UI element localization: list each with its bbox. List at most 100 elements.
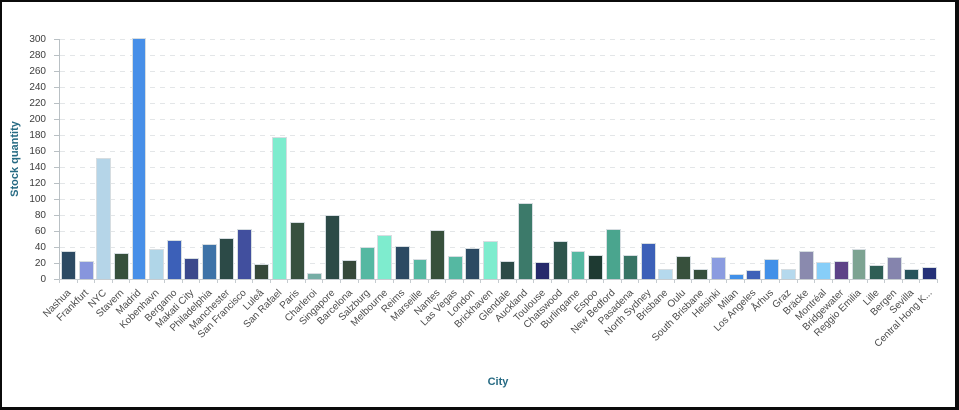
bar[interactable]: [272, 136, 287, 279]
x-axis-tick: [656, 279, 658, 283]
x-axis-tick: [814, 279, 816, 283]
x-axis-tick: [427, 279, 429, 283]
y-axis-tick: [54, 183, 59, 184]
bar[interactable]: [482, 240, 498, 279]
bar[interactable]: [359, 247, 375, 279]
x-axis-tick: [129, 279, 131, 283]
x-axis-tick: [357, 279, 359, 283]
bar[interactable]: [307, 272, 323, 279]
bar[interactable]: [430, 230, 445, 279]
bar[interactable]: [394, 246, 410, 279]
bar[interactable]: [412, 259, 428, 279]
bar[interactable]: [342, 259, 358, 279]
y-axis-tick: [54, 87, 59, 88]
x-axis-tick: [533, 279, 535, 283]
bar[interactable]: [781, 268, 797, 279]
plot-area: [59, 38, 938, 280]
gridline: [60, 214, 938, 216]
x-axis-tick: [515, 279, 517, 283]
y-axis-tick: [54, 55, 59, 56]
bar[interactable]: [113, 252, 129, 279]
bar[interactable]: [675, 255, 691, 279]
bar[interactable]: [711, 256, 726, 279]
gridline: [60, 246, 938, 248]
x-axis-tick: [796, 279, 798, 283]
x-axis-tick: [708, 279, 710, 283]
x-axis-tick: [691, 279, 693, 283]
bar[interactable]: [517, 203, 533, 279]
bar[interactable]: [149, 249, 165, 279]
x-axis-tick: [199, 279, 201, 283]
y-axis-tick: [54, 135, 59, 136]
bar[interactable]: [921, 267, 937, 279]
bar[interactable]: [447, 255, 463, 279]
y-tick-label: 100: [29, 194, 46, 205]
x-axis-tick: [94, 279, 96, 283]
bar[interactable]: [535, 262, 551, 279]
y-tick-label: 120: [29, 178, 46, 189]
x-axis-tick: [585, 279, 587, 283]
bar[interactable]: [465, 247, 481, 279]
bar[interactable]: [833, 260, 849, 279]
x-axis-tick: [603, 279, 605, 283]
bar[interactable]: [201, 243, 217, 279]
gridline: [60, 38, 938, 40]
gridline: [60, 102, 938, 104]
x-axis-tick: [866, 279, 868, 283]
bar[interactable]: [640, 243, 656, 279]
bar[interactable]: [96, 158, 112, 279]
bar[interactable]: [552, 241, 568, 279]
bar[interactable]: [658, 268, 674, 279]
y-axis-tick: [54, 167, 59, 168]
x-axis-tick: [304, 279, 306, 283]
y-tick-label: 0: [40, 274, 46, 285]
x-axis-tick: [322, 279, 324, 283]
x-axis-tick: [884, 279, 886, 283]
bar[interactable]: [623, 255, 639, 279]
bar[interactable]: [324, 215, 340, 279]
y-axis-tick: [54, 151, 59, 152]
bar[interactable]: [886, 257, 902, 279]
bar[interactable]: [289, 222, 305, 279]
bar[interactable]: [904, 268, 920, 279]
x-axis-tick: [410, 279, 412, 283]
bar[interactable]: [78, 260, 94, 279]
bar[interactable]: [184, 258, 200, 279]
bar[interactable]: [131, 38, 147, 279]
bar[interactable]: [236, 228, 252, 279]
bar[interactable]: [500, 260, 516, 279]
bar[interactable]: [254, 263, 270, 279]
x-axis-tick: [164, 279, 166, 283]
bar[interactable]: [219, 238, 235, 279]
x-axis-tick: [726, 279, 728, 283]
gridline: [60, 118, 938, 120]
bar[interactable]: [746, 270, 762, 279]
y-tick-label: 160: [29, 146, 46, 157]
bar[interactable]: [869, 264, 884, 279]
bar[interactable]: [61, 251, 77, 279]
bar[interactable]: [763, 259, 779, 279]
bar[interactable]: [570, 251, 586, 279]
y-tick-label: 280: [29, 50, 46, 61]
gridline: [60, 70, 938, 72]
bar[interactable]: [851, 249, 867, 279]
x-axis-tick: [937, 279, 938, 283]
gridline: [60, 166, 938, 168]
bar[interactable]: [816, 262, 832, 279]
bar[interactable]: [377, 235, 393, 279]
x-axis-tick: [568, 279, 570, 283]
y-tick-label: 220: [29, 98, 46, 109]
y-axis-tick: [54, 103, 59, 104]
bar[interactable]: [166, 239, 182, 279]
bar[interactable]: [798, 251, 814, 279]
bar[interactable]: [728, 274, 744, 279]
bar[interactable]: [693, 268, 709, 279]
x-axis-tick: [638, 279, 640, 283]
bar[interactable]: [588, 255, 604, 279]
y-tick-label: 260: [29, 66, 46, 77]
y-tick-label: 200: [29, 114, 46, 125]
y-tick-label: 180: [29, 130, 46, 141]
bar[interactable]: [605, 229, 621, 279]
x-axis-tick: [778, 279, 780, 283]
